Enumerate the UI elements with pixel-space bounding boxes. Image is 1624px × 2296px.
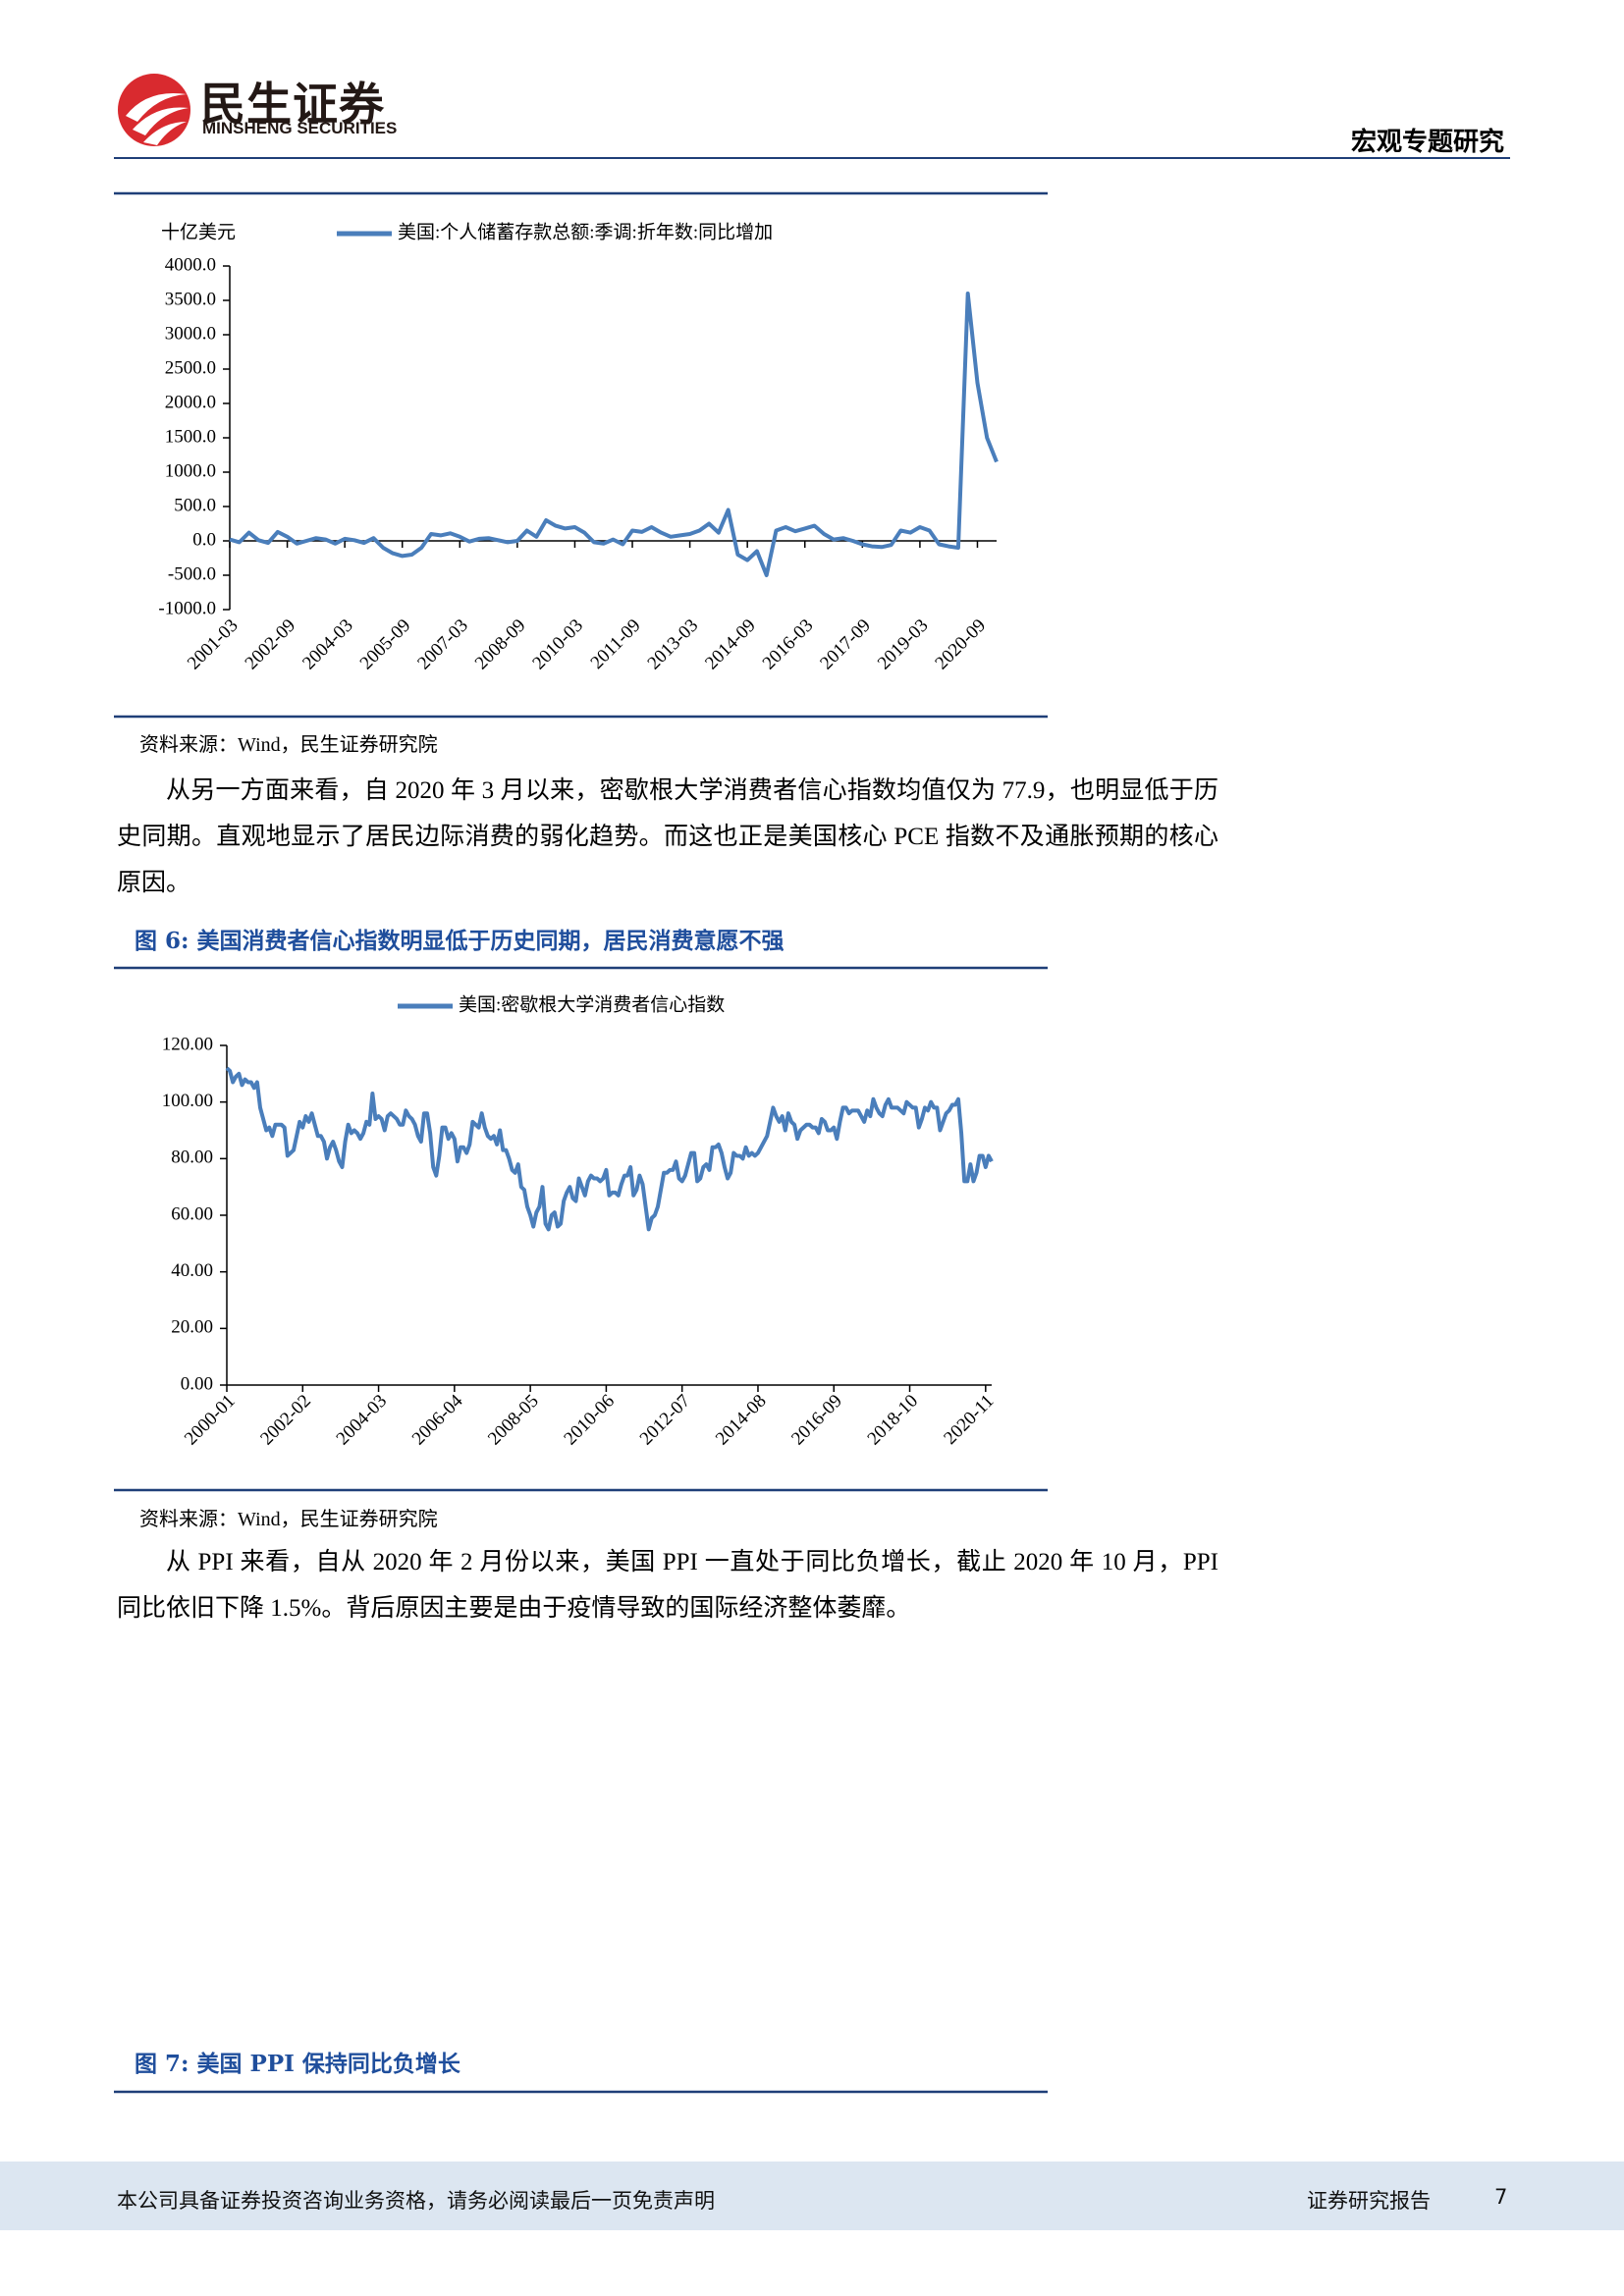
y-tick-label: 60.00: [171, 1203, 213, 1224]
x-tick-label: 2008-09: [471, 615, 530, 674]
x-tick-label: 2006-04: [408, 1390, 467, 1449]
x-tick-label: 2010-06: [560, 1391, 619, 1450]
logo: [118, 74, 190, 146]
brand-en: MINSHENG SECURITIES: [202, 119, 398, 137]
x-tick-label: 2002-09: [242, 615, 300, 674]
x-tick-label: 2007-03: [413, 615, 472, 674]
caption: 图 7: 美国 PPI 保持同比负增长: [135, 2045, 460, 2078]
x-tick-label: 2004-03: [333, 1391, 392, 1450]
y-tick-label: 0.00: [181, 1373, 213, 1394]
y-tick-label: -500.0: [168, 563, 216, 584]
x-tick-label: 2020-11: [940, 1391, 998, 1449]
x-tick-label: 2000-01: [181, 1391, 240, 1450]
x-tick-label: 2013-03: [644, 615, 703, 674]
y-tick-label: 3000.0: [165, 323, 216, 344]
section-title: 宏观专题研究: [1350, 128, 1504, 157]
x-tick-label: 2008-05: [484, 1391, 543, 1450]
y-tick-label: -1000.0: [158, 598, 216, 618]
y-tick-label: 100.00: [162, 1091, 213, 1111]
legend-label: 美国:密歇根大学消费者信心指数: [459, 993, 725, 1015]
x-tick-label: 2012-07: [636, 1391, 695, 1450]
x-tick-label: 2019-03: [874, 615, 933, 674]
y-tick-label: 2000.0: [165, 392, 216, 412]
x-tick-label: 2016-09: [787, 1391, 846, 1450]
series-line: [225, 1066, 994, 1232]
report-type: 证券研究报告: [1307, 2189, 1431, 2213]
x-tick-label: 2001-03: [184, 615, 243, 674]
caption: 图 6: 美国消费者信心指数明显低于历史同期，居民消费意愿不强: [135, 922, 785, 955]
y-tick-label: 1000.0: [165, 460, 216, 481]
source: 资料来源：Wind，民生证券研究院: [139, 734, 438, 756]
x-tick-label: 2014-09: [701, 615, 760, 674]
caption-text: 美国 PPI 保持同比负增长: [196, 2051, 460, 2077]
paragraph: 从 PPI 来看，自从 2020 年 2 月份以来，美国 PPI 一直处于同比负…: [117, 1549, 1218, 1622]
y-tick-label: 3500.0: [165, 289, 216, 309]
y-tick-label: 4000.0: [165, 254, 216, 275]
y-tick-label: 80.00: [171, 1148, 213, 1168]
y-unit: 十亿美元: [161, 221, 236, 242]
caption-text: 美国消费者信心指数明显低于历史同期，居民消费意愿不强: [196, 928, 785, 954]
x-tick-label: 2018-10: [864, 1391, 923, 1450]
x-tick-label: 2005-09: [356, 615, 415, 674]
series-line: [229, 292, 999, 577]
y-tick-label: 20.00: [171, 1317, 213, 1338]
paragraph: 从另一方面来看，自 2020 年 3 月以来，密歇根大学消费者信心指数均值仅为 …: [117, 777, 1218, 896]
caption-label: 图 7:: [135, 2051, 189, 2077]
x-tick-label: 2004-03: [298, 615, 357, 674]
source: 资料来源：Wind，民生证券研究院: [139, 1509, 438, 1530]
x-tick-label: 2020-09: [931, 615, 990, 674]
y-tick-label: 1500.0: [165, 426, 216, 447]
y-tick-label: 120.00: [162, 1034, 213, 1054]
disclaimer: 本公司具备证券投资咨询业务资格，请务必阅读最后一页免责声明: [117, 2189, 715, 2213]
caption-label: 图 6:: [135, 928, 189, 954]
y-tick-label: 0.0: [192, 529, 216, 550]
x-tick-label: 2017-09: [816, 615, 875, 674]
x-tick-label: 2016-03: [759, 615, 818, 674]
y-tick-label: 500.0: [174, 495, 216, 515]
legend-label: 美国:个人储蓄存款总额:季调:折年数:同比增加: [398, 221, 773, 242]
brand: 民生证券: [200, 78, 385, 131]
page-number: 7: [1494, 2185, 1508, 2209]
x-tick-label: 2010-03: [528, 615, 587, 674]
x-tick-label: 2002-02: [256, 1391, 315, 1450]
footer-band: [0, 2162, 1624, 2230]
x-tick-label: 2014-08: [712, 1391, 771, 1450]
y-tick-label: 2500.0: [165, 357, 216, 378]
y-tick-label: 40.00: [171, 1260, 213, 1281]
x-tick-label: 2011-09: [587, 615, 645, 673]
